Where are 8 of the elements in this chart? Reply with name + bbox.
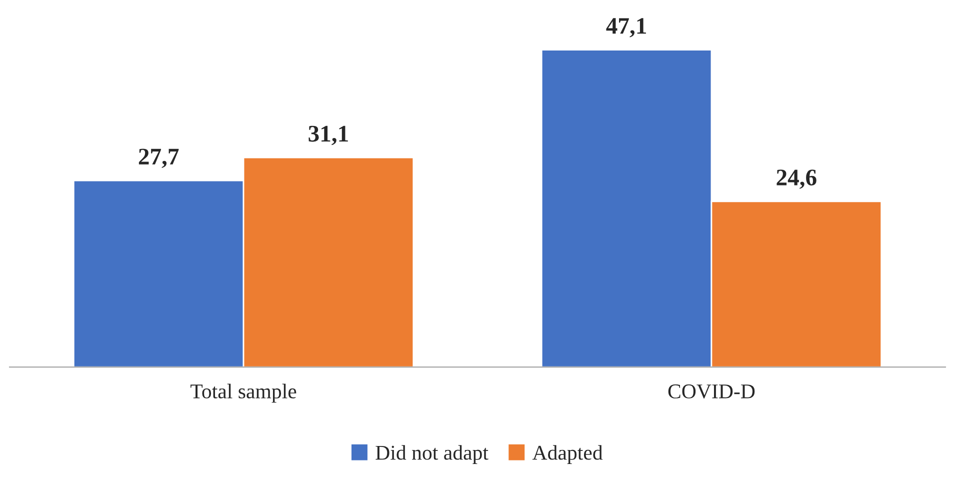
data-label: 27,7 (138, 148, 179, 168)
data-label: 24,6 (776, 170, 816, 189)
data-label: 31,1 (308, 126, 348, 146)
legend-label: Did not adapt (376, 445, 488, 464)
x-tick-label: Total sample (190, 384, 296, 403)
legend-label: Adapted (532, 445, 603, 464)
data-label: 47,1 (606, 18, 646, 38)
x-tick-label: COVID-D (668, 384, 755, 399)
